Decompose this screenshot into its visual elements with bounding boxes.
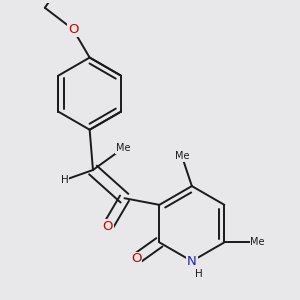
Text: H: H: [195, 269, 203, 279]
Text: Me: Me: [116, 143, 130, 153]
Text: Me: Me: [250, 237, 265, 248]
Text: O: O: [103, 220, 113, 233]
Text: O: O: [68, 23, 78, 36]
Text: O: O: [131, 253, 141, 266]
Text: Me: Me: [175, 151, 189, 161]
Text: H: H: [61, 175, 69, 185]
Text: N: N: [187, 255, 197, 268]
